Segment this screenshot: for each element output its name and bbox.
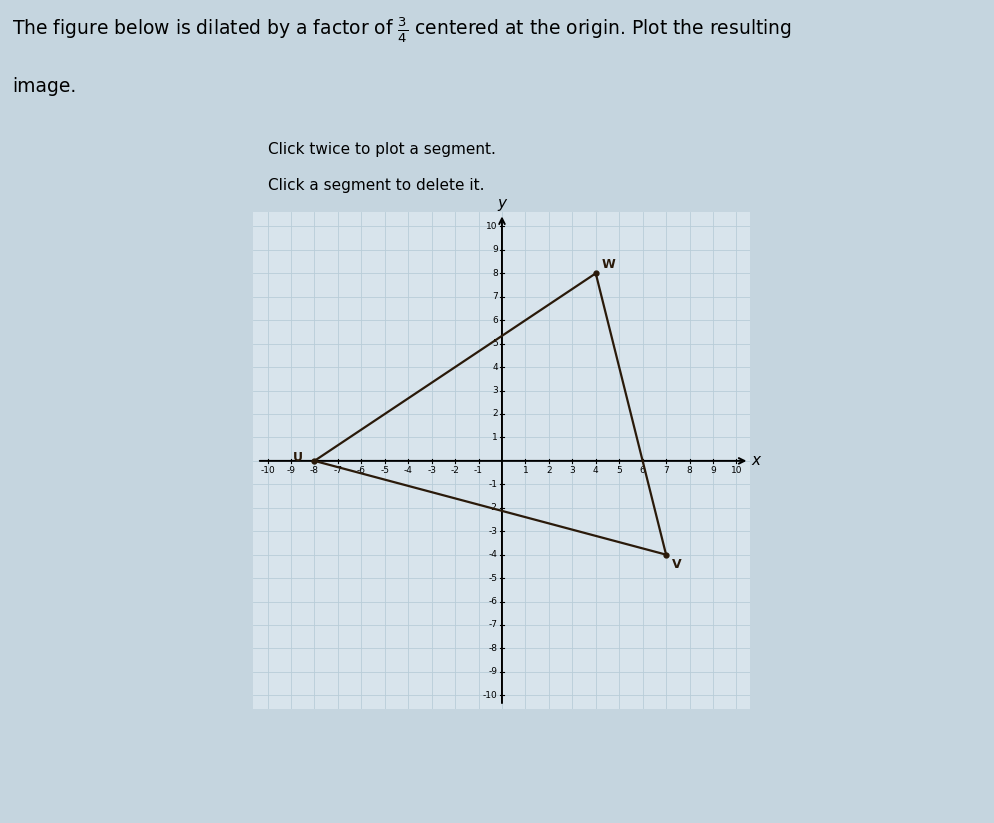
Text: W: W: [601, 258, 615, 271]
Text: -2: -2: [450, 466, 459, 475]
Text: 6: 6: [640, 466, 645, 475]
Text: -1: -1: [489, 480, 498, 489]
Text: -1: -1: [474, 466, 483, 475]
Text: 9: 9: [492, 245, 498, 254]
Text: 8: 8: [492, 269, 498, 278]
Text: 10: 10: [731, 466, 743, 475]
Text: 4: 4: [492, 363, 498, 372]
Text: -3: -3: [489, 527, 498, 536]
Text: -5: -5: [381, 466, 390, 475]
Text: 2: 2: [546, 466, 552, 475]
Text: 10: 10: [486, 222, 498, 231]
Text: 1: 1: [492, 433, 498, 442]
Text: -4: -4: [404, 466, 413, 475]
Text: The figure below is dilated by a factor of $\frac{3}{4}$ centered at the origin.: The figure below is dilated by a factor …: [12, 16, 792, 45]
Text: -10: -10: [260, 466, 275, 475]
Text: -7: -7: [489, 621, 498, 630]
Text: 5: 5: [492, 339, 498, 348]
Text: 1: 1: [523, 466, 528, 475]
Text: V: V: [672, 558, 682, 571]
Text: -6: -6: [357, 466, 366, 475]
Text: 7: 7: [492, 292, 498, 301]
Text: 4: 4: [593, 466, 598, 475]
Text: 8: 8: [687, 466, 693, 475]
Text: -8: -8: [489, 644, 498, 653]
Text: -4: -4: [489, 550, 498, 559]
Text: 2: 2: [492, 410, 498, 418]
Text: y: y: [497, 196, 507, 212]
Text: 5: 5: [616, 466, 622, 475]
Text: image.: image.: [12, 77, 77, 96]
Text: -5: -5: [489, 574, 498, 583]
Text: 7: 7: [663, 466, 669, 475]
Text: -2: -2: [489, 504, 498, 512]
Text: -8: -8: [310, 466, 319, 475]
Text: 3: 3: [492, 386, 498, 395]
Text: Click a segment to delete it.: Click a segment to delete it.: [268, 179, 485, 193]
Text: x: x: [751, 453, 760, 468]
Text: -3: -3: [427, 466, 436, 475]
Text: Click twice to plot a segment.: Click twice to plot a segment.: [268, 142, 496, 157]
Text: 3: 3: [570, 466, 576, 475]
Text: -9: -9: [489, 667, 498, 677]
Text: 6: 6: [492, 316, 498, 325]
Text: 9: 9: [710, 466, 716, 475]
Text: -7: -7: [333, 466, 342, 475]
Text: -9: -9: [286, 466, 295, 475]
Text: -10: -10: [483, 690, 498, 700]
Text: -6: -6: [489, 597, 498, 606]
Text: U: U: [292, 451, 303, 464]
